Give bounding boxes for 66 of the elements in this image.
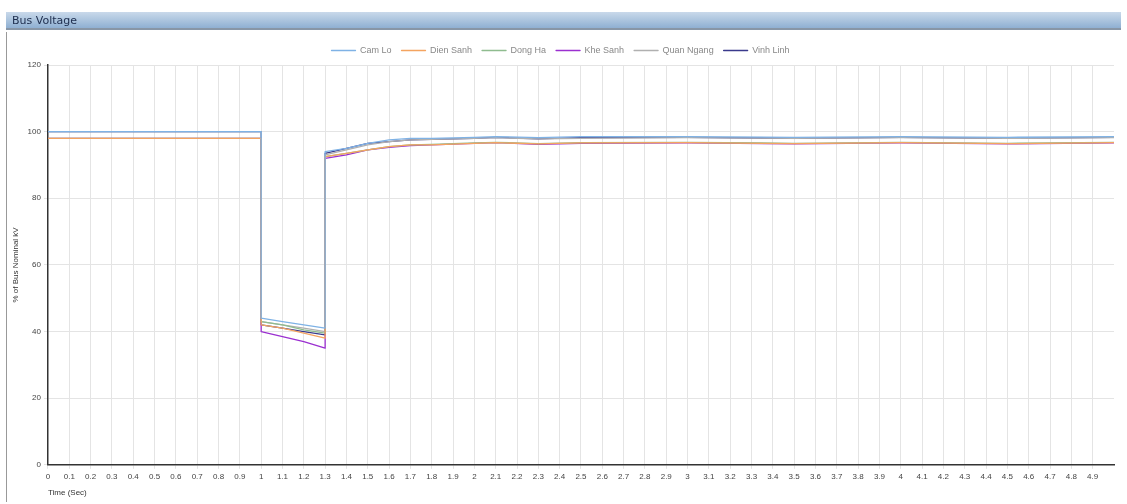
y-tick-label: 80	[32, 193, 42, 203]
y-tick-label: 120	[27, 60, 42, 70]
x-tick-label: 3.4	[767, 471, 779, 481]
x-tick-label: 4.3	[959, 471, 971, 481]
x-tick-label: 3	[685, 471, 691, 481]
x-tick-label: 4.2	[937, 471, 950, 481]
x-tick-label: 3.8	[852, 471, 865, 481]
x-tick-label: 1.4	[340, 471, 353, 481]
x-tick-label: 0.2	[85, 471, 97, 481]
x-tick-label: 1.8	[426, 471, 438, 481]
x-tick-label: 2.9	[660, 471, 673, 481]
y-axis-title: % of Bus Nominal kV	[11, 226, 20, 303]
x-tick-label: 4.5	[1001, 471, 1014, 481]
y-tick-label: 20	[32, 393, 42, 403]
x-tick-label: 3.9	[873, 471, 886, 481]
x-tick-label: 1.5	[362, 471, 374, 481]
x-tick-label: 0	[45, 471, 51, 481]
x-tick-label: 1.6	[383, 471, 396, 481]
x-tick-label: 2.6	[596, 471, 609, 481]
legend-label: Khe Sanh	[584, 44, 625, 55]
y-tick-label: 100	[27, 126, 42, 136]
x-tick-label: 2.1	[490, 471, 502, 481]
x-tick-label: 1.3	[319, 471, 332, 481]
x-tick-label: 2.2	[511, 471, 524, 481]
x-tick-label: 4.7	[1044, 471, 1057, 481]
x-tick-label: 3.7	[831, 471, 843, 481]
y-tick-label: 60	[32, 260, 42, 270]
x-tick-label: 3.1	[703, 471, 716, 481]
x-tick-label: 0.3	[106, 471, 119, 481]
x-tick-label: 3.5	[788, 471, 801, 481]
x-tick-label: 3.6	[809, 471, 822, 481]
y-tick-label: 40	[32, 326, 42, 336]
legend-label: Dien Sanh	[430, 44, 473, 55]
x-tick-label: 1.7	[404, 471, 417, 481]
legend-label: Quan Ngang	[662, 44, 714, 55]
x-tick-label: 1.1	[276, 471, 289, 481]
x-tick-label: 2.7	[618, 471, 630, 481]
x-tick-label: 3.3	[745, 471, 758, 481]
x-tick-label: 0.4	[127, 471, 140, 481]
x-tick-label: 0.9	[234, 471, 246, 481]
x-tick-label: 4.4	[980, 471, 993, 481]
x-tick-label: 2.8	[639, 471, 652, 481]
x-tick-label: 1.9	[447, 471, 460, 481]
x-tick-label: 0.7	[191, 471, 204, 481]
x-tick-label: 4	[898, 471, 904, 481]
x-tick-label: 2.4	[554, 471, 566, 481]
x-tick-label: 1	[258, 471, 264, 481]
x-tick-label: 0.6	[170, 471, 182, 481]
x-tick-label: 0.8	[212, 471, 225, 481]
x-tick-label: 4.1	[916, 471, 929, 481]
x-tick-label: 4.6	[1023, 471, 1035, 481]
legend-label: Cam Lo	[360, 44, 392, 55]
x-tick-label: 4.9	[1087, 471, 1099, 481]
x-tick-label: 0.5	[148, 471, 161, 481]
x-tick-label: 4.8	[1065, 471, 1078, 481]
x-tick-label: 3.2	[724, 471, 737, 481]
x-tick-label: 2.5	[575, 471, 588, 481]
y-tick-label: 0	[36, 460, 42, 469]
x-tick-label: 0.1	[63, 471, 76, 481]
legend-label: Vinh Linh	[752, 44, 790, 55]
x-tick-label: 1.2	[298, 471, 310, 481]
x-axis-title: Time (Sec)	[47, 488, 88, 498]
legend-label: Dong Ha	[510, 44, 547, 55]
chart-title: Bus Voltage	[6, 12, 1121, 30]
x-tick-label: 2	[472, 471, 478, 481]
x-tick-label: 2.3	[532, 471, 545, 481]
